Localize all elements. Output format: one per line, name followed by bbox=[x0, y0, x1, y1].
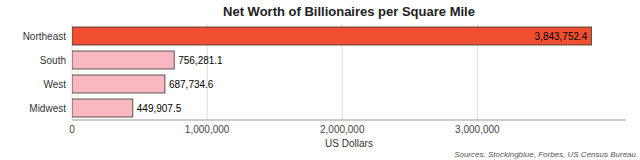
tick-label: 1,000,000 bbox=[185, 124, 230, 135]
data-label: 449,907.5 bbox=[137, 103, 182, 114]
bar bbox=[72, 27, 591, 45]
data-label: 756,281.1 bbox=[178, 55, 223, 66]
data-labels: 449,907.5 687,734.6 756,281.1 3,843,752.4 bbox=[137, 31, 588, 114]
tick-label: 2,000,000 bbox=[320, 124, 365, 135]
bar bbox=[72, 51, 174, 69]
x-axis-label: US Dollars bbox=[325, 138, 373, 149]
data-label: 3,843,752.4 bbox=[535, 31, 588, 42]
x-axis-line bbox=[72, 120, 626, 121]
x-ticks: 0 1,000,000 2,000,000 3,000,000 bbox=[69, 124, 500, 135]
bar bbox=[72, 75, 165, 93]
chart: 0 1,000,000 2,000,000 3,000,000 Midwest West S… bbox=[0, 0, 640, 160]
source-note: Sources: Stockingblue, Forbes, US Census… bbox=[454, 150, 636, 159]
tick-label: 3,000,000 bbox=[455, 124, 500, 135]
data-label: 687,734.6 bbox=[169, 79, 214, 90]
title: Net Worth of Billionaires per Square Mil… bbox=[223, 4, 475, 19]
bar bbox=[72, 99, 133, 117]
bars bbox=[72, 27, 591, 117]
y-labels: Midwest West South Northeast bbox=[23, 31, 67, 114]
category-label: Midwest bbox=[29, 103, 66, 114]
category-label: South bbox=[40, 55, 66, 66]
category-label: Northeast bbox=[23, 31, 67, 42]
tick-label: 0 bbox=[69, 124, 75, 135]
category-label: West bbox=[43, 79, 66, 90]
chart-container: 0 1,000,000 2,000,000 3,000,000 Midwest West S… bbox=[0, 0, 640, 160]
